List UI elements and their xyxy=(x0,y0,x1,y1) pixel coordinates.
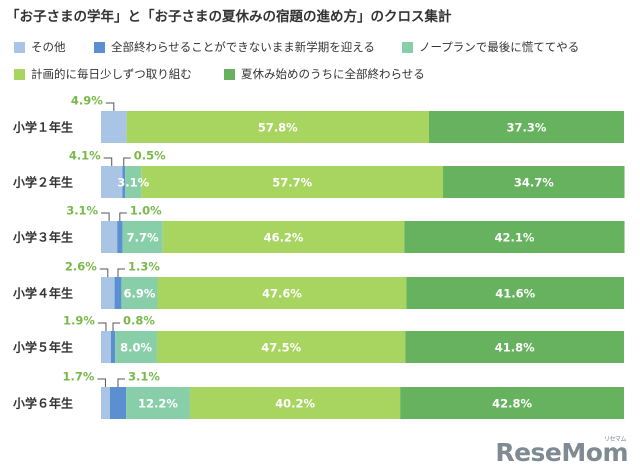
legend-swatch-planned xyxy=(14,68,25,80)
label-other-grade5: 1.9% xyxy=(63,314,95,328)
label-early-grade6: 42.8% xyxy=(492,397,532,411)
legend-item-noplan: ノープランで最後に慌ててやる xyxy=(402,39,579,55)
leader-other-grade5 xyxy=(97,322,107,331)
leader-other-grade4 xyxy=(99,268,109,277)
label-planned-grade6: 40.2% xyxy=(275,397,315,411)
leader-other-grade6 xyxy=(97,378,106,387)
leader-unfinished-grade4 xyxy=(117,268,125,277)
legend-item-early: 夏休み始めのうちに全部終わらせる xyxy=(224,66,425,82)
legend-label-early: 夏休み始めのうちに全部終わらせる xyxy=(241,67,425,81)
bar-other-grade2 xyxy=(101,166,123,198)
legend-swatch-early xyxy=(224,68,235,80)
label-other-grade1: 4.9% xyxy=(71,94,103,108)
bar-planned-grade6 xyxy=(189,387,401,419)
label-noplan-grade6: 12.2% xyxy=(138,397,178,411)
legend-item-planned: 計画的に毎日少しずつ取り組む xyxy=(14,66,192,82)
category-label-4: 小学４年生 xyxy=(13,286,73,301)
label-unfinished-grade5: 0.8% xyxy=(123,314,155,328)
bar-other-grade4 xyxy=(101,277,115,309)
label-early-grade5: 41.8% xyxy=(495,341,535,355)
bar-noplan-grade3 xyxy=(122,221,163,253)
label-planned-grade4: 47.6% xyxy=(262,287,302,301)
bar-early-grade5 xyxy=(405,331,624,363)
chart-legend: その他 全部終わらせることができないまま新学期を迎える ノープランで最後に慌てて… xyxy=(0,0,640,90)
bar-early-grade6 xyxy=(400,387,624,419)
label-noplan-grade3: 7.7% xyxy=(127,231,159,245)
bar-planned-grade3 xyxy=(162,221,405,253)
bar-unfinished-grade4 xyxy=(114,277,122,309)
label-noplan-grade5: 8.0% xyxy=(120,341,152,355)
category-label-6: 小学６年生 xyxy=(13,396,73,411)
label-planned-grade5: 47.5% xyxy=(261,341,301,355)
category-label-2: 小学２年生 xyxy=(13,175,73,190)
label-unfinished-grade2: 0.5% xyxy=(134,149,166,163)
label-other-grade4: 2.6% xyxy=(65,260,97,274)
bar-unfinished-grade6 xyxy=(109,387,127,419)
leader-other-grade3 xyxy=(101,212,110,221)
label-noplan-grade4: 6.9% xyxy=(123,287,155,301)
bar-other-grade6 xyxy=(101,387,110,419)
legend-swatch-other xyxy=(14,41,25,53)
bar-other-grade3 xyxy=(101,221,118,253)
label-other-grade2: 4.1% xyxy=(69,149,101,163)
legend-item-other: その他 xyxy=(14,39,66,55)
label-unfinished-grade6: 3.1% xyxy=(128,370,160,384)
legend-item-unfinished: 全部終わらせることができないまま新学期を迎える xyxy=(94,39,375,55)
label-other-grade3: 3.1% xyxy=(66,204,98,218)
label-early-grade1: 37.3% xyxy=(507,121,547,135)
category-label-5: 小学５年生 xyxy=(13,340,73,355)
label-planned-grade3: 46.2% xyxy=(264,231,304,245)
bar-noplan-grade4 xyxy=(121,277,158,309)
label-unfinished-grade4: 1.3% xyxy=(128,260,160,274)
bar-unfinished-grade2 xyxy=(122,166,126,198)
label-early-grade3: 42.1% xyxy=(494,231,534,245)
legend-label-other: その他 xyxy=(31,40,66,54)
bar-planned-grade1 xyxy=(126,111,429,143)
bar-noplan-grade6 xyxy=(126,387,190,419)
resemom-logo: ReseMom リセマム xyxy=(495,436,628,467)
legend-swatch-unfinished xyxy=(94,41,105,53)
leader-other-grade1 xyxy=(105,102,115,111)
bar-noplan-grade5 xyxy=(115,331,157,363)
watermark-text: ReseMom xyxy=(495,438,628,467)
leader-unfinished-grade6 xyxy=(117,378,125,387)
legend-swatch-noplan xyxy=(402,41,413,53)
bar-noplan-grade2 xyxy=(125,166,142,198)
bar-other-grade5 xyxy=(101,331,111,363)
legend-label-noplan: ノープランで最後に慌ててやる xyxy=(419,40,580,54)
bar-planned-grade2 xyxy=(141,166,444,198)
bar-early-grade4 xyxy=(406,277,624,309)
leader-unfinished-grade2 xyxy=(123,157,131,166)
category-label-1: 小学１年生 xyxy=(13,120,73,135)
label-other-grade6: 1.7% xyxy=(63,370,95,384)
leader-unfinished-grade5 xyxy=(112,322,121,331)
legend-label-unfinished: 全部終わらせることができないまま新学期を迎える xyxy=(111,40,375,54)
label-noplan-grade2: 3.1% xyxy=(117,176,149,190)
bar-early-grade1 xyxy=(428,111,624,143)
bar-planned-grade5 xyxy=(156,331,406,363)
bar-planned-grade4 xyxy=(157,277,407,309)
leader-other-grade2 xyxy=(103,157,113,166)
chart-title: 「お子さまの学年」と「お子さまの夏休みの宿題の進め方」のクロス集計 xyxy=(6,9,452,25)
watermark-subtext: リセマム xyxy=(603,436,627,443)
bar-early-grade2 xyxy=(443,166,625,198)
label-early-grade2: 34.7% xyxy=(514,176,554,190)
bar-unfinished-grade3 xyxy=(117,221,123,253)
bar-early-grade3 xyxy=(404,221,625,253)
label-early-grade4: 41.6% xyxy=(495,287,535,301)
legend-label-planned: 計画的に毎日少しずつ取り組む xyxy=(31,67,192,81)
label-planned-grade2: 57.7% xyxy=(272,176,312,190)
bar-unfinished-grade5 xyxy=(110,331,116,363)
leader-unfinished-grade3 xyxy=(119,212,127,221)
bar-other-grade1 xyxy=(101,111,127,143)
label-planned-grade1: 57.8% xyxy=(258,121,298,135)
category-label-3: 小学３年生 xyxy=(13,230,73,245)
label-unfinished-grade3: 1.0% xyxy=(130,204,162,218)
